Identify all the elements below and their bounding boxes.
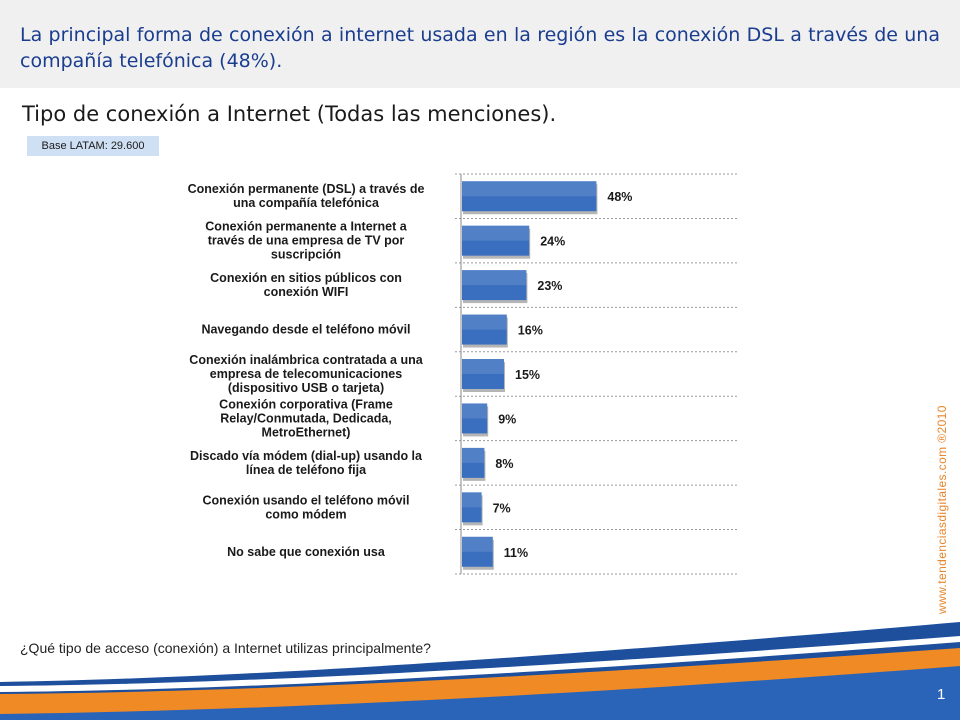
category-label-line: Relay/Conmutada, Dedicada, <box>220 411 392 425</box>
bar <box>462 403 488 434</box>
bar <box>462 492 482 523</box>
category-label: Conexión en sitios públicos con conexión … <box>210 271 402 299</box>
category-label: Discado vía módem (dial-up) usando la lín… <box>190 449 423 477</box>
bar-value-label: 24% <box>540 235 565 249</box>
category-label: Conexión permanente a Internet a través d… <box>205 220 407 262</box>
category-label: Conexión corporativa (Frame Relay/Conmuta… <box>219 397 393 439</box>
bar-highlight <box>462 359 504 374</box>
credit-text: www.tendenciasdigitales.com ®2010 <box>935 405 949 614</box>
bar-highlight <box>462 403 488 419</box>
chart-bars <box>462 181 598 570</box>
category-label: Navegando desde el teléfono móvil <box>201 323 410 337</box>
category-label-line: Conexión permanente a Internet a <box>205 220 407 234</box>
wave-blue-bottom <box>0 666 960 720</box>
chart-subtitle: Tipo de conexión a Internet (Todas las m… <box>22 102 557 126</box>
category-label-line: través de una empresa de TV por <box>208 234 405 248</box>
bar-value-label: 8% <box>495 457 513 471</box>
bar-value-label: 9% <box>498 412 516 426</box>
bar <box>462 536 493 567</box>
bar-value-label: 16% <box>518 324 543 338</box>
footer-waves <box>0 622 960 720</box>
chart-value-labels: 48% 24% 23% 16% 15% 9% 8% 7% 11% <box>493 190 633 560</box>
bar-value-label: 48% <box>607 190 632 204</box>
category-label-line: Conexión permanente (DSL) a través de <box>188 182 425 196</box>
bar <box>462 225 530 256</box>
slide-headline: La principal forma de conexión a interne… <box>20 24 940 72</box>
category-label: No sabe que conexión usa <box>227 545 386 559</box>
bar-highlight <box>462 270 527 286</box>
category-label-line: MetroEthernet) <box>262 425 351 439</box>
bar-value-label: 15% <box>515 368 540 382</box>
category-label: Conexión inalámbrica contratada a una emp… <box>189 353 423 395</box>
survey-question: ¿Qué tipo de acceso (conexión) a Interne… <box>20 640 431 656</box>
category-label: Conexión usando el teléfono móvil como mó… <box>203 493 410 521</box>
category-label-line: una compañía telefónica <box>233 196 380 210</box>
bar-highlight <box>462 447 485 463</box>
bar-highlight <box>462 225 530 241</box>
bar-value-label: 7% <box>493 501 511 515</box>
wave-white-line <box>0 636 960 692</box>
category-label-line: Conexión inalámbrica contratada a una <box>189 353 423 367</box>
bar-value-label: 11% <box>504 546 528 560</box>
chart-gridlines <box>455 173 738 575</box>
bar <box>462 181 597 212</box>
bar-chart: Conexión permanente (DSL) a través de una… <box>188 173 738 575</box>
category-label: Conexión permanente (DSL) a través de una… <box>188 182 425 210</box>
category-label-line: conexión WIFI <box>264 285 349 299</box>
category-label-line: línea de teléfono fija <box>246 463 367 477</box>
bar-highlight <box>462 536 493 552</box>
category-label-line: empresa de telecomunicaciones <box>210 367 402 381</box>
category-label-line: Conexión usando el teléfono móvil <box>203 493 410 507</box>
category-label-line: No sabe que conexión usa <box>227 545 386 559</box>
bar <box>462 270 527 301</box>
base-badge: Base LATAM: 29.600 <box>27 136 159 156</box>
bar-highlight <box>462 181 597 197</box>
bar-highlight <box>462 492 482 508</box>
header-band <box>0 0 960 88</box>
bar <box>462 359 504 389</box>
category-label-line: como módem <box>265 507 346 521</box>
category-label-line: suscripción <box>271 248 341 262</box>
bar-highlight <box>462 314 507 330</box>
bar <box>462 314 507 345</box>
category-label-line: (dispositivo USB o tarjeta) <box>228 381 384 395</box>
chart-category-labels: Conexión permanente (DSL) a través de una… <box>188 182 425 559</box>
category-label-line: Conexión corporativa (Frame <box>219 397 393 411</box>
bar-value-label: 23% <box>537 279 562 293</box>
category-label-line: Conexión en sitios públicos con <box>210 271 402 285</box>
bar <box>462 447 485 478</box>
category-label-line: Navegando desde el teléfono móvil <box>201 323 410 337</box>
category-label-line: Discado vía módem (dial-up) usando la <box>190 449 423 463</box>
page-number: 1 <box>937 686 946 703</box>
